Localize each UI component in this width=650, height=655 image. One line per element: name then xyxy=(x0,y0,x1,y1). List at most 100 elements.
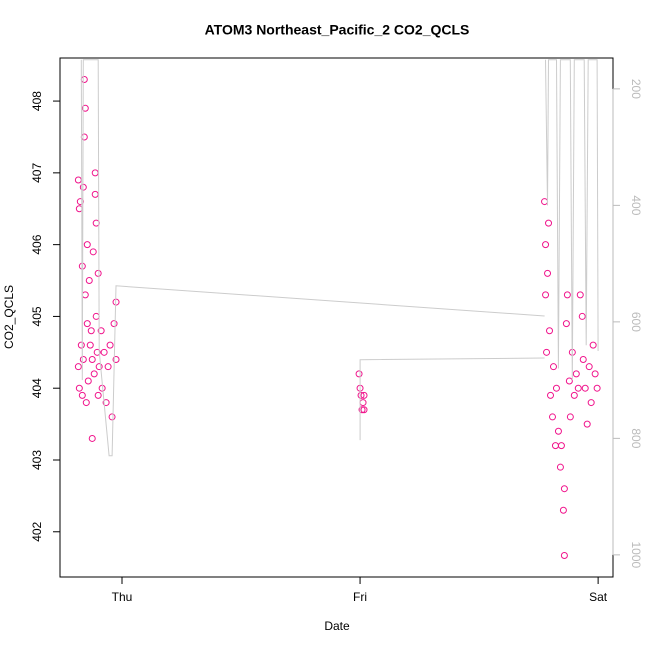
point xyxy=(94,391,102,399)
point xyxy=(83,241,91,249)
plot-frame xyxy=(59,57,614,578)
point xyxy=(548,413,556,421)
point xyxy=(544,269,552,277)
point xyxy=(88,434,96,442)
point xyxy=(581,384,589,392)
chart-title: ATOM3 Northeast_Pacific_2 CO2_QCLS xyxy=(205,22,470,38)
point xyxy=(549,363,557,371)
y2-tick-label: 200 xyxy=(629,79,643,99)
point xyxy=(94,269,102,277)
point xyxy=(358,406,366,414)
y2-tick-label: 600 xyxy=(629,312,643,332)
point xyxy=(560,551,568,559)
point xyxy=(583,420,591,428)
point xyxy=(80,133,88,141)
point xyxy=(552,384,560,392)
point xyxy=(108,413,116,421)
point xyxy=(74,363,82,371)
point xyxy=(112,355,120,363)
point xyxy=(574,384,582,392)
x-axis-label: Date xyxy=(324,619,350,633)
y2-tick-label: 1000 xyxy=(629,542,643,569)
y2-tick-label: 400 xyxy=(629,195,643,215)
point xyxy=(579,355,587,363)
point xyxy=(90,370,98,378)
point xyxy=(91,169,99,177)
point xyxy=(84,377,92,385)
point xyxy=(542,241,550,249)
pressure-line xyxy=(80,59,599,457)
x-tick-label: Fri xyxy=(353,590,367,604)
point xyxy=(563,291,571,299)
point xyxy=(585,363,593,371)
x-tick-label: Sat xyxy=(589,590,608,604)
point xyxy=(91,190,99,198)
plot-area xyxy=(74,59,601,559)
point xyxy=(543,348,551,356)
point xyxy=(576,291,584,299)
x-tick-label: Thu xyxy=(112,590,133,604)
point xyxy=(545,219,553,227)
point xyxy=(79,355,87,363)
point xyxy=(556,463,564,471)
point xyxy=(566,413,574,421)
point xyxy=(359,399,367,407)
y-tick-label: 403 xyxy=(30,450,44,470)
point xyxy=(87,327,95,335)
y2-tick-label: 800 xyxy=(629,428,643,448)
point xyxy=(82,399,90,407)
point xyxy=(587,399,595,407)
point xyxy=(83,320,91,328)
point xyxy=(593,384,601,392)
point xyxy=(572,370,580,378)
point xyxy=(77,341,85,349)
y-axis-label: CO2_QCLS xyxy=(2,285,16,349)
y-tick-label: 405 xyxy=(30,306,44,326)
point xyxy=(547,391,555,399)
point xyxy=(551,442,559,450)
point xyxy=(559,506,567,514)
point xyxy=(74,176,82,184)
point xyxy=(565,377,573,385)
y-tick-label: 406 xyxy=(30,234,44,254)
point xyxy=(106,341,114,349)
point xyxy=(75,384,83,392)
point xyxy=(578,312,586,320)
point xyxy=(557,442,565,450)
point xyxy=(591,370,599,378)
point xyxy=(110,320,118,328)
point xyxy=(86,341,94,349)
point xyxy=(80,76,88,84)
point xyxy=(78,391,86,399)
point xyxy=(562,320,570,328)
point xyxy=(85,277,93,285)
point xyxy=(360,406,368,414)
point xyxy=(81,291,89,299)
y-tick-label: 407 xyxy=(30,163,44,183)
point xyxy=(589,341,597,349)
y-tick-label: 402 xyxy=(30,521,44,541)
point xyxy=(97,327,105,335)
point xyxy=(560,485,568,493)
point xyxy=(357,391,365,399)
point xyxy=(102,399,110,407)
point xyxy=(81,104,89,112)
point xyxy=(541,198,549,206)
point xyxy=(542,291,550,299)
point xyxy=(93,348,101,356)
point xyxy=(360,391,368,399)
point xyxy=(100,348,108,356)
point xyxy=(546,327,554,335)
point xyxy=(92,312,100,320)
point xyxy=(88,355,96,363)
y-tick-label: 408 xyxy=(30,91,44,111)
point xyxy=(104,363,112,371)
point xyxy=(570,391,578,399)
point xyxy=(554,427,562,435)
point xyxy=(89,248,97,256)
point xyxy=(355,370,363,378)
point xyxy=(95,363,103,371)
y-tick-label: 404 xyxy=(30,378,44,398)
